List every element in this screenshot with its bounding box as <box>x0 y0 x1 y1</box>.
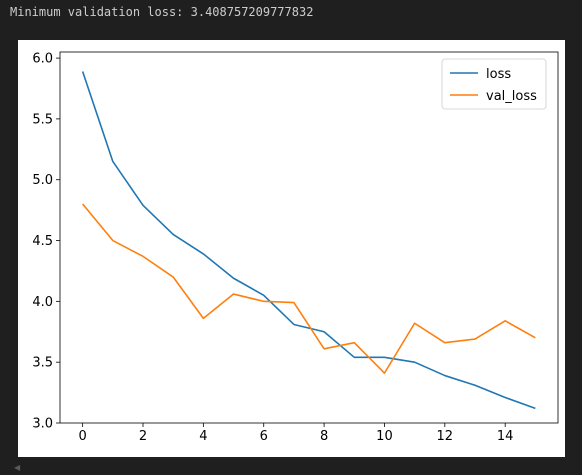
y-tick-label: 3.5 <box>32 356 53 371</box>
loss-chart: 0 2 4 6 8 10 12 14 3.0 3.5 4.0 4.5 5.0 5.5 6.0 loss val_… <box>32 51 559 444</box>
x-tick-label: 8 <box>320 429 328 444</box>
y-tick-label: 3.0 <box>32 417 53 432</box>
legend-box <box>441 58 547 110</box>
legend-label-val_loss: val_loss <box>486 89 537 104</box>
output-text: Minimum validation loss: 3.4087572097778… <box>10 5 314 19</box>
series-line-loss <box>81 71 536 410</box>
x-tick-label: 4 <box>199 429 207 444</box>
legend-label-loss: loss <box>486 67 511 82</box>
x-tick-label: 14 <box>497 429 514 444</box>
loss-chart-figure: 0 2 4 6 8 10 12 14 3.0 3.5 4.0 4.5 5.0 5.5 6.0 loss val_… <box>18 40 565 457</box>
x-tick-label: 2 <box>139 429 147 444</box>
y-tick-label: 6.0 <box>32 52 53 67</box>
series-line-val_loss <box>82 203 536 374</box>
x-tick-label: 0 <box>78 429 86 444</box>
scroll-left-icon[interactable]: ◀ <box>14 463 21 472</box>
x-tick-label: 10 <box>376 429 393 444</box>
x-tick-label: 6 <box>260 429 268 444</box>
y-tick-label: 4.5 <box>32 234 53 249</box>
plot-frame <box>59 51 559 424</box>
y-tick-label: 5.5 <box>32 112 53 127</box>
y-tick-label: 5.0 <box>32 173 53 188</box>
x-tick-label: 12 <box>437 429 454 444</box>
y-tick-label: 4.0 <box>32 295 53 310</box>
